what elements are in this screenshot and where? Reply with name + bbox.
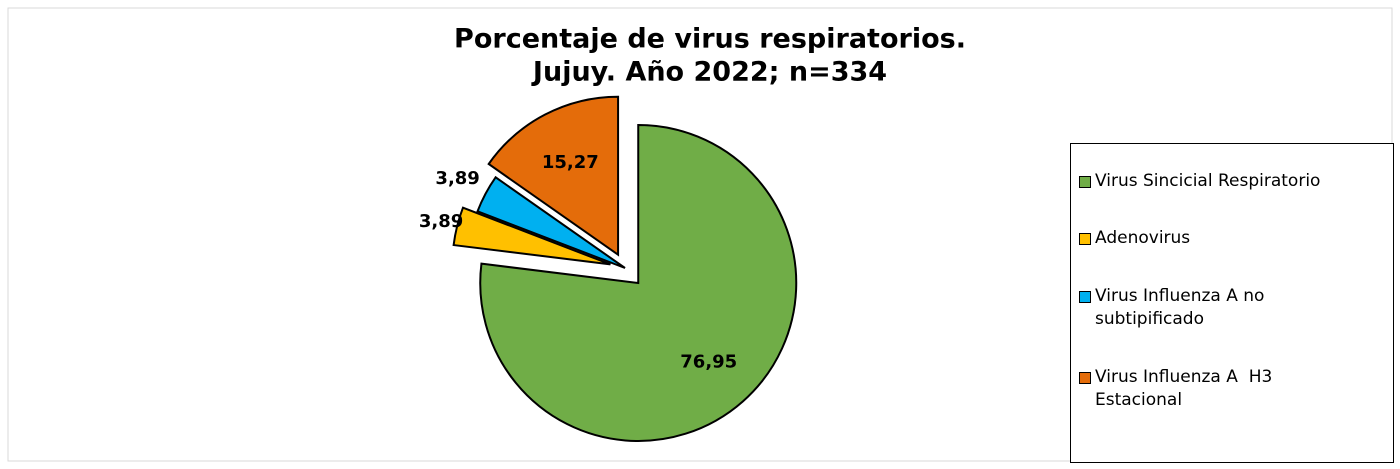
legend-swatch	[1079, 233, 1091, 245]
data-label: 3,89	[435, 168, 479, 189]
chart-title: Porcentaje de virus respiratorios.	[454, 24, 966, 55]
legend-label: Virus Influenza A no subtipificado	[1095, 286, 1270, 329]
data-label: 15,27	[542, 152, 599, 173]
pie-slice	[487, 95, 620, 257]
legend-item: Virus Sincicial Respiratorio	[1079, 170, 1389, 193]
pie-slice	[452, 206, 611, 266]
legend-label: Virus Sincicial Respiratorio	[1095, 171, 1321, 191]
legend-swatch	[1079, 372, 1091, 384]
legend-swatch	[1079, 176, 1091, 188]
legend-item: Virus Influenza A no subtipificado	[1079, 285, 1389, 331]
chart-subtitle: Jujuy. Año 2022; n=334	[531, 57, 887, 88]
pie-slice	[479, 123, 798, 442]
legend-item: Adenovirus	[1079, 227, 1389, 250]
legend-label: Adenovirus	[1095, 228, 1191, 248]
legend-label: Virus Influenza A H3 Estacional	[1095, 367, 1278, 410]
legend: Virus Sincicial Respiratorio Adenovirus Vi…	[1070, 143, 1394, 463]
data-label: 76,95	[680, 352, 737, 373]
legend-swatch	[1079, 291, 1091, 303]
data-label: 3,89	[419, 211, 463, 232]
legend-item: Virus Influenza A H3 Estacional	[1079, 366, 1389, 412]
pie-slice	[476, 175, 626, 269]
